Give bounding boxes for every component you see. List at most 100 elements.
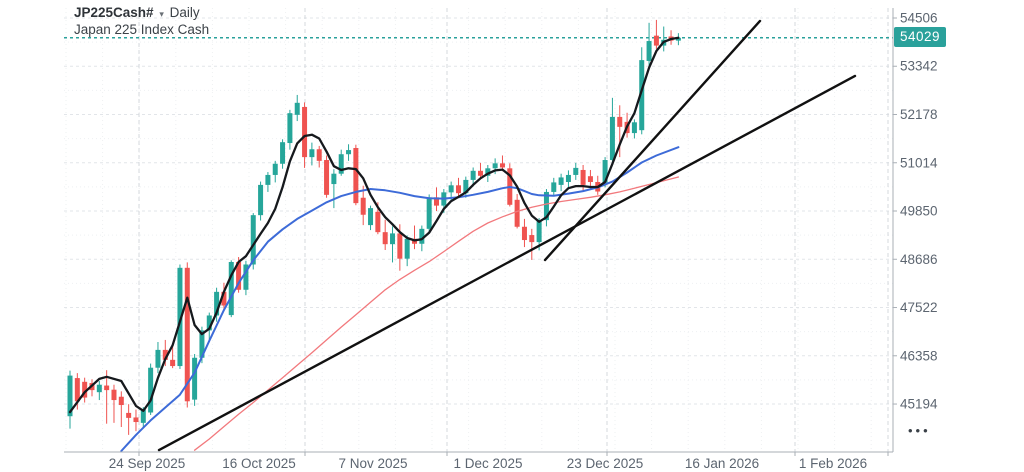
candle-body bbox=[199, 330, 205, 358]
symbol-row[interactable]: JP225Cash# ▾ Daily bbox=[74, 5, 209, 22]
candle bbox=[331, 169, 337, 209]
candle-body bbox=[426, 197, 432, 229]
chart-header: JP225Cash# ▾ Daily Japan 225 Index Cash bbox=[74, 5, 209, 38]
candle-body bbox=[294, 102, 300, 115]
candle bbox=[521, 218, 527, 248]
candle-body bbox=[126, 412, 132, 418]
candle-body bbox=[573, 167, 579, 175]
candle bbox=[675, 33, 681, 46]
candle-body bbox=[448, 185, 454, 193]
candle-body bbox=[316, 149, 322, 161]
candle-body bbox=[463, 179, 469, 194]
candle-body bbox=[243, 264, 249, 290]
time-axis-label: 1 Feb 2026 bbox=[799, 456, 867, 471]
candle-body bbox=[170, 359, 176, 367]
candle-body bbox=[133, 417, 139, 423]
candle bbox=[346, 144, 352, 161]
candle-body bbox=[368, 208, 374, 226]
ma-line-black bbox=[68, 36, 680, 414]
candle-body bbox=[404, 238, 410, 259]
candle-body bbox=[346, 150, 352, 155]
candle-body bbox=[397, 233, 403, 259]
candles bbox=[67, 19, 681, 435]
candle bbox=[661, 26, 667, 52]
candle bbox=[324, 155, 330, 198]
dropdown-caret-icon[interactable]: ▾ bbox=[159, 9, 164, 19]
instrument-description: Japan 225 Index Cash bbox=[74, 22, 210, 37]
price-axis-label: 52178 bbox=[900, 107, 938, 122]
candle bbox=[133, 409, 139, 432]
candle-body bbox=[96, 384, 102, 393]
candle-body bbox=[485, 168, 491, 176]
price-axis-label: 54506 bbox=[900, 10, 938, 25]
candle bbox=[646, 22, 652, 67]
candle bbox=[404, 235, 410, 267]
ma-line-red bbox=[193, 176, 680, 451]
candle-body bbox=[177, 267, 183, 367]
candle bbox=[192, 354, 198, 406]
candle bbox=[565, 170, 571, 188]
candle bbox=[463, 176, 469, 198]
candle-body bbox=[514, 199, 520, 227]
candle bbox=[126, 404, 132, 435]
time-axis-label: 1 Dec 2025 bbox=[453, 456, 522, 471]
candle-body bbox=[382, 232, 388, 245]
candle bbox=[455, 177, 461, 197]
candle bbox=[221, 282, 227, 311]
candle bbox=[529, 228, 535, 260]
time-axis-label: 23 Dec 2025 bbox=[567, 456, 644, 471]
candle-body bbox=[272, 163, 278, 175]
candle bbox=[294, 94, 300, 122]
candle-body bbox=[258, 184, 264, 216]
candle-body bbox=[609, 116, 615, 161]
price-axis-label: 47522 bbox=[900, 300, 938, 315]
candle-body bbox=[646, 41, 652, 61]
price-axis-label: 48686 bbox=[900, 252, 938, 267]
candle bbox=[111, 384, 117, 423]
candle-body bbox=[602, 160, 608, 183]
candle-body bbox=[353, 147, 359, 204]
candle-body bbox=[236, 262, 242, 290]
candle-body bbox=[470, 170, 476, 180]
candle bbox=[316, 145, 322, 168]
candle-body bbox=[280, 142, 286, 164]
candle-body bbox=[309, 149, 315, 158]
candle-body bbox=[111, 389, 117, 401]
time-axis-label: 16 Oct 2025 bbox=[222, 456, 296, 471]
candle bbox=[287, 109, 293, 150]
more-prices-ellipsis[interactable]: ••• bbox=[908, 423, 931, 438]
support-trendline-long bbox=[157, 74, 857, 452]
ma-line-blue bbox=[120, 146, 680, 452]
candle bbox=[272, 160, 278, 183]
symbol-name[interactable]: JP225Cash# bbox=[74, 5, 154, 20]
candle-body bbox=[324, 160, 330, 195]
candle-body bbox=[390, 233, 396, 245]
candle-body bbox=[434, 197, 439, 206]
candle-body bbox=[499, 163, 505, 168]
candle bbox=[177, 264, 183, 369]
candle bbox=[631, 119, 637, 139]
candle-body bbox=[155, 349, 161, 368]
candle-body bbox=[375, 211, 381, 233]
candle bbox=[118, 391, 124, 428]
candle bbox=[477, 162, 483, 180]
candle bbox=[228, 260, 234, 318]
candle-body bbox=[206, 315, 212, 331]
candle-body bbox=[67, 375, 73, 417]
candle bbox=[82, 377, 88, 403]
candle-body bbox=[543, 191, 549, 221]
candle bbox=[96, 380, 102, 401]
candle bbox=[617, 105, 623, 158]
candle-body bbox=[331, 173, 337, 185]
candle bbox=[573, 162, 579, 180]
candle-body bbox=[214, 291, 220, 316]
candle bbox=[426, 194, 432, 234]
candle-body bbox=[104, 385, 110, 391]
price-axis-label: 53342 bbox=[900, 59, 938, 74]
candle-body bbox=[521, 226, 527, 241]
timeframe-label[interactable]: Daily bbox=[169, 5, 200, 20]
candle-body bbox=[184, 267, 190, 402]
candle-body bbox=[639, 60, 645, 131]
